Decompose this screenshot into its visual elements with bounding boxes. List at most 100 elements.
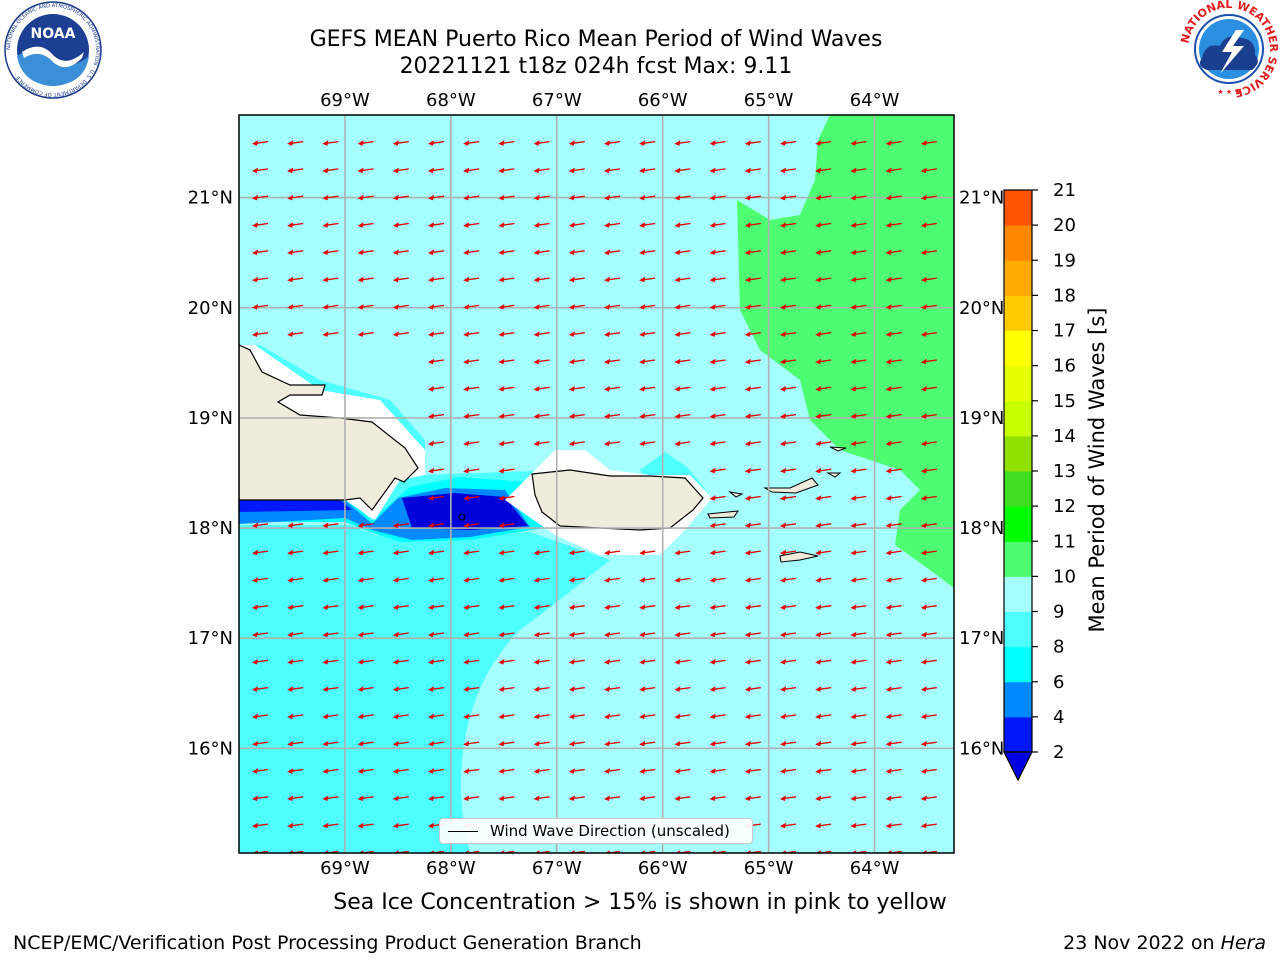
wind-wave-arrow — [604, 331, 621, 337]
wind-wave-arrow — [744, 795, 761, 801]
wind-wave-arrow — [920, 659, 937, 665]
wind-wave-arrow — [322, 604, 339, 610]
wind-wave-arrow — [920, 304, 937, 310]
lat-label-right: 21°N — [959, 188, 1004, 209]
wind-wave-arrow — [604, 194, 621, 201]
wind-wave-arrow — [815, 768, 832, 774]
colorbar-segment — [1004, 295, 1032, 331]
wind-wave-arrow — [885, 222, 902, 228]
gridlines — [239, 115, 954, 853]
wind-wave-arrow — [392, 713, 409, 720]
svg-text:★ ★ ★: ★ ★ ★ — [1217, 88, 1240, 96]
lon-label-top: 65°W — [744, 90, 794, 111]
wind-wave-arrow — [780, 304, 797, 310]
wind-wave-arrow — [392, 167, 409, 174]
wind-wave-arrow — [252, 740, 269, 747]
wind-wave-arrow — [744, 167, 761, 174]
wind-wave-arrow — [815, 577, 832, 583]
lat-label-right: 19°N — [959, 408, 1004, 429]
wind-wave-arrow — [252, 222, 269, 228]
wind-wave-arrow — [885, 495, 902, 501]
wind-wave-arrow — [533, 740, 550, 747]
colorbar-tick-label: 10 — [1053, 566, 1076, 587]
wind-wave-arrow — [674, 740, 691, 747]
wind-wave-arrow — [920, 713, 937, 720]
wind-wave-arrow — [533, 686, 550, 692]
wind-wave-arrow — [498, 604, 515, 610]
wind-wave-arrow — [252, 522, 269, 528]
wind-wave-arrow — [533, 413, 550, 419]
wind-wave-arrow — [885, 549, 902, 556]
wind-wave-arrow — [709, 167, 726, 174]
wind-wave-arrow — [639, 276, 656, 283]
wind-wave-arrow — [463, 522, 480, 528]
wind-wave-arrow — [780, 659, 797, 665]
wind-wave-arrow — [780, 358, 797, 365]
lon-label-bottom: 68°W — [426, 858, 476, 879]
colorbar-tick-label: 16 — [1053, 356, 1076, 377]
wind-wave-arrow — [568, 768, 585, 774]
wind-wave-arrow — [709, 440, 726, 447]
wind-wave-arrow — [850, 549, 867, 556]
lat-label-right: 18°N — [959, 518, 1004, 539]
wind-wave-arrow — [744, 140, 761, 146]
wind-wave-arrow — [709, 386, 726, 392]
wind-wave-arrow — [885, 140, 902, 146]
wind-wave-arrow — [428, 249, 445, 255]
wind-wave-arrow — [357, 167, 374, 174]
wind-wave-arrow — [885, 467, 902, 474]
wind-wave-arrow — [392, 522, 409, 528]
wind-wave-arrow — [709, 549, 726, 556]
wind-wave-arrow — [604, 604, 621, 610]
wind-wave-arrow — [920, 167, 937, 174]
wind-wave-arrow — [498, 358, 515, 365]
wind-wave-arrow — [357, 304, 374, 310]
lon-label-top: 66°W — [638, 90, 688, 111]
wind-wave-arrow — [920, 495, 937, 501]
map-frame — [238, 114, 955, 854]
wind-wave-arrow — [463, 304, 480, 310]
wind-wave-arrow — [392, 768, 409, 774]
wind-wave-arrow — [463, 795, 480, 801]
wind-wave-arrow — [639, 331, 656, 337]
wind-wave-arrow — [463, 222, 480, 228]
wind-wave-arrow — [568, 659, 585, 665]
desecheo-island — [458, 513, 466, 521]
wind-wave-arrow — [780, 795, 797, 801]
wind-wave-arrow — [709, 194, 726, 201]
wind-wave-arrow — [428, 440, 445, 447]
wind-wave-arrow — [815, 194, 832, 201]
wind-wave-arrow — [392, 140, 409, 146]
wind-wave-arrow — [392, 795, 409, 801]
wind-wave-arrow — [357, 740, 374, 747]
wind-wave-arrow — [604, 795, 621, 801]
wind-wave-arrow — [850, 304, 867, 310]
wind-wave-arrow — [252, 604, 269, 610]
wind-wave-arrow — [252, 249, 269, 255]
lon-labels-top: 69°W 68°W 67°W 66°W 65°W 64°W — [320, 90, 900, 111]
wind-wave-arrow — [322, 659, 339, 665]
wind-wave-arrow — [357, 249, 374, 255]
wind-wave-arrow — [744, 249, 761, 255]
wind-wave-arrow — [780, 276, 797, 283]
wind-wave-arrow — [604, 577, 621, 583]
wind-wave-arrow — [533, 140, 550, 146]
wind-wave-arrow — [252, 686, 269, 692]
wind-wave-arrow — [674, 304, 691, 310]
wind-wave-arrow — [709, 249, 726, 255]
legend-label: Wind Wave Direction (unscaled) — [490, 822, 730, 840]
wind-wave-arrow — [322, 222, 339, 228]
wind-wave-arrow — [639, 604, 656, 610]
period-zone-below-2 — [239, 500, 352, 512]
wind-wave-arrow — [392, 276, 409, 283]
wind-wave-arrow — [463, 249, 480, 255]
wind-wave-arrow — [674, 167, 691, 174]
wind-wave-arrow — [357, 659, 374, 665]
wind-wave-arrow — [639, 194, 656, 201]
wind-wave-arrow — [744, 467, 761, 474]
wind-wave-arrow — [885, 604, 902, 610]
wind-wave-arrow — [322, 822, 339, 829]
wind-wave-arrow — [815, 522, 832, 528]
wind-wave-arrow — [568, 249, 585, 255]
wind-wave-arrow — [674, 631, 691, 638]
